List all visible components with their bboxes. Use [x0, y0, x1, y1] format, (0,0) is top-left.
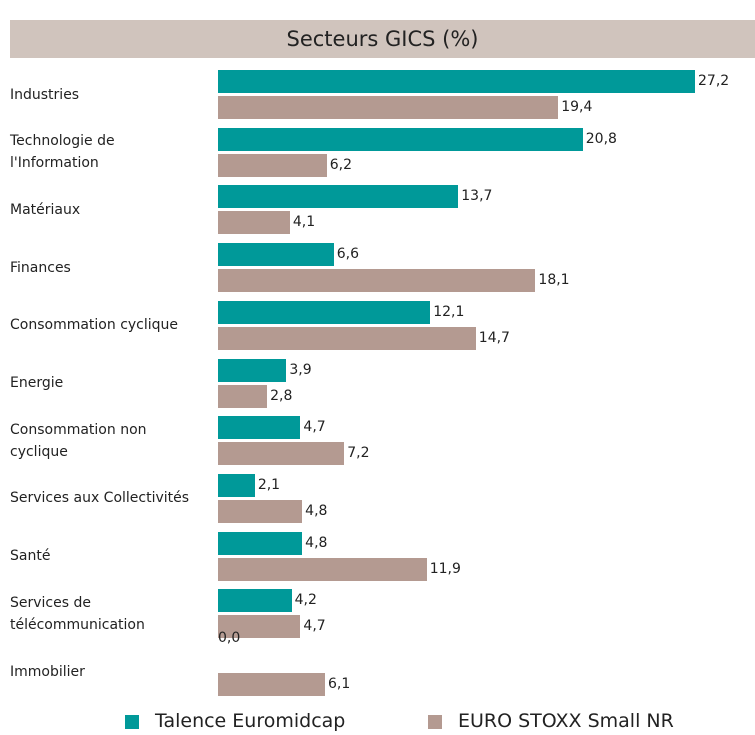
category-label: Finances	[10, 259, 71, 276]
category-label: Energie	[10, 375, 64, 391]
legend-label: Talence Euromidcap	[155, 710, 346, 732]
bar	[218, 589, 292, 613]
bar	[218, 153, 327, 177]
value-label: 4,1	[292, 214, 316, 231]
category-label: Immobilier	[10, 663, 85, 680]
bar	[218, 300, 431, 324]
bar	[218, 243, 334, 267]
bar	[218, 70, 695, 93]
bar	[218, 96, 559, 119]
value-label: 0,0	[218, 630, 241, 646]
value-label: 19,4	[561, 99, 593, 115]
bar	[218, 615, 301, 639]
value-label: 4,2	[294, 592, 317, 609]
category-label: Consommation non cyclique	[10, 421, 147, 460]
value-label: 4,8	[305, 534, 328, 551]
bar	[218, 473, 255, 497]
bar	[218, 185, 459, 209]
legend-swatch	[428, 715, 442, 729]
bar	[218, 211, 290, 235]
bar	[218, 557, 427, 581]
value-label: 6,6	[336, 246, 359, 263]
value-label: 4,7	[303, 419, 326, 436]
bar	[218, 673, 325, 696]
category-label: Matériaux	[10, 201, 81, 218]
value-label: 3,9	[289, 361, 312, 378]
category-label: Santé	[10, 548, 51, 565]
bar	[218, 127, 583, 151]
value-label: 20,8	[585, 130, 617, 147]
value-label: 4,8	[305, 502, 328, 519]
category-label: Technologie de l'Information	[10, 133, 115, 172]
value-label: 12,1	[433, 303, 465, 320]
bar	[218, 416, 301, 440]
legend-label: EURO STOXX Small NR	[458, 710, 674, 732]
value-label: 7,2	[347, 445, 370, 462]
bar	[218, 384, 268, 408]
value-label: 6,2	[329, 156, 352, 173]
value-label: 2,8	[270, 387, 293, 404]
value-label: 6,1	[327, 676, 351, 692]
category-label: Services aux Collectivités	[10, 490, 190, 507]
bar	[218, 269, 536, 293]
legend-swatch	[125, 715, 139, 729]
category-label: Services de télécommunication	[10, 594, 145, 633]
chart-title: Secteurs GICS (%)	[10, 20, 755, 58]
bar	[218, 531, 303, 555]
bar	[218, 326, 476, 350]
value-label: 14,7	[478, 329, 510, 346]
category-label: Industries	[10, 86, 80, 103]
value-label: 4,7	[303, 618, 326, 635]
value-label: 18,1	[538, 272, 570, 289]
bar	[218, 442, 345, 466]
category-label: Consommation cyclique	[10, 317, 179, 334]
value-label: 2,1	[257, 476, 281, 493]
value-label: 27,2	[698, 73, 730, 89]
bar	[218, 499, 303, 523]
value-label: 13,7	[461, 188, 493, 205]
bar	[218, 358, 287, 382]
value-label: 11,9	[429, 560, 461, 577]
